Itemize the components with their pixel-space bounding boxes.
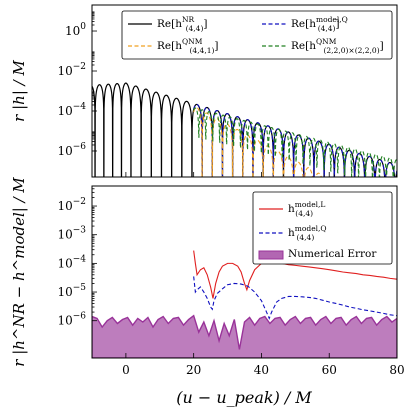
- top-legend-label: Re[hmodel,Q (4,4)]: [291, 15, 348, 33]
- bottom-panel: 10−2 10−3 10−4 10−5 10−6 0 20 40 60 80 r |h^NR −…: [10, 177, 405, 407]
- top-axes-frame: [91, 4, 398, 178]
- bottom-x-axis: 0 20 40 60 80: [122, 353, 405, 377]
- top-x-axis: [125, 172, 398, 177]
- bottom-legend-entry-3: Numerical Error: [258, 248, 377, 260]
- x-axis-label: (u − u_peak) / M: [176, 388, 312, 407]
- top-legend-entry-4: Re[hQNM (2,2,0)×(2,2,0)]: [262, 37, 384, 55]
- top-legend-entry-3: Re[hQNM (4,4,1)]: [128, 37, 219, 55]
- bottom-legend-entry-1: hmodel,L (4,4): [259, 200, 325, 218]
- top-plot-area: [92, 82, 397, 177]
- numerical-error-area: [92, 314, 397, 358]
- bottom-y-axis-label: r |h^NR − h^model| / M: [10, 177, 28, 367]
- top-legend-entry-2: Re[hmodel,Q (4,4)]: [262, 15, 348, 33]
- top-y-axis: 100 10−2 10−4 10−6: [57, 11, 97, 158]
- bottom-ytick-label: 10−6: [57, 312, 86, 328]
- bottom-series-2: [193, 276, 397, 320]
- top-legend-box: [121, 10, 393, 60]
- bottom-ytick-label: 10−5: [57, 283, 86, 299]
- bottom-legend: hmodel,L (4,4) hmodel,Q (4,4) Numerical Erro…: [252, 191, 393, 265]
- bottom-ytick-label: 10−4: [57, 254, 86, 270]
- bottom-xtick-label: 60: [322, 363, 337, 377]
- top-legend-entry-1: Re[hNR (4,4)]: [128, 15, 207, 33]
- bottom-xtick-label: 20: [186, 363, 201, 377]
- bottom-ytick-label: 10−2: [57, 197, 86, 213]
- bottom-legend-box: [252, 191, 393, 265]
- top-legend: Re[hNR (4,4)] Re[hmodel,Q (4,4)] Re[hQNM (4,4…: [121, 10, 393, 60]
- top-y-axis-label: r |h| / M: [10, 60, 28, 122]
- bottom-legend-label: hmodel,L (4,4): [288, 200, 325, 218]
- bottom-legend-swatch: [258, 250, 284, 260]
- bottom-y-axis: 10−2 10−3 10−4 10−5 10−6: [57, 188, 97, 328]
- bottom-xtick-label: 80: [389, 363, 404, 377]
- top-series-4: [193, 107, 397, 177]
- top-legend-label: Re[hQNM (4,4,1)]: [157, 37, 219, 55]
- top-ytick-label: 10−2: [57, 62, 86, 78]
- top-series-2: [193, 103, 397, 177]
- bottom-legend-label: hmodel,Q (4,4): [288, 224, 327, 242]
- top-ytick-label: 10−6: [57, 142, 86, 158]
- top-ytick-label: 100: [65, 22, 86, 38]
- top-legend-label: Re[hNR (4,4)]: [157, 15, 207, 33]
- top-legend-label: Re[hQNM (2,2,0)×(2,2,0)]: [291, 37, 384, 55]
- bottom-xtick-label: 40: [254, 363, 269, 377]
- bottom-legend-entry-2: hmodel,Q (4,4): [259, 224, 327, 242]
- top-ytick-label: 10−4: [57, 102, 86, 118]
- bottom-legend-label: Numerical Error: [288, 248, 377, 260]
- bottom-ytick-label: 10−3: [57, 226, 86, 242]
- bottom-xtick-label: 0: [122, 363, 130, 377]
- bottom-plot-area: [92, 250, 397, 358]
